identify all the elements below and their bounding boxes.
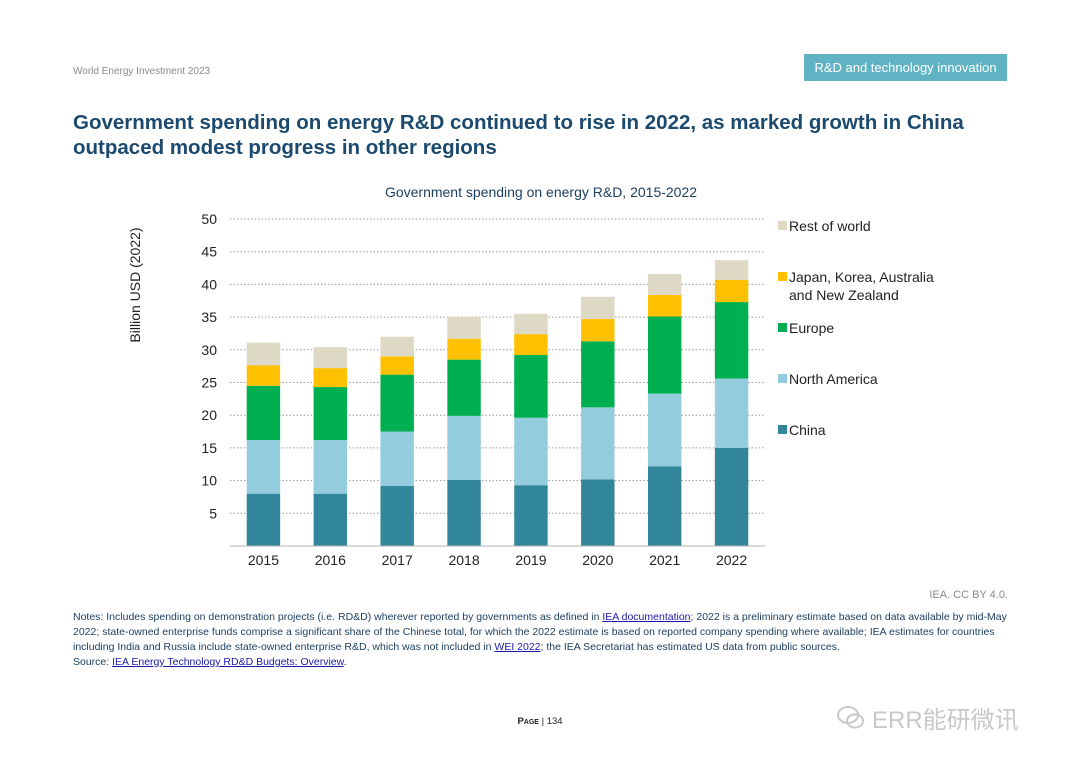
source-link[interactable]: IEA Energy Technology RD&D Budgets: Over… bbox=[112, 656, 344, 668]
bar-segment-japan-korea-australia-and-new-zealand bbox=[581, 319, 615, 342]
bars bbox=[246, 260, 749, 546]
bar-segment-north-america bbox=[514, 417, 548, 486]
legend-label: Rest of world bbox=[789, 218, 871, 234]
y-tick-label: 30 bbox=[201, 342, 217, 358]
x-tick-label: 2018 bbox=[448, 552, 479, 568]
legend-swatch bbox=[778, 425, 787, 434]
bar-segment-china bbox=[581, 479, 615, 546]
page-number: Page | 134 bbox=[0, 716, 1080, 727]
x-tick-label: 2020 bbox=[582, 552, 613, 568]
notes: Notes: Includes spending on demonstratio… bbox=[73, 610, 1008, 670]
bar-segment-rest-of-world bbox=[514, 313, 548, 335]
legend-swatch bbox=[778, 221, 787, 230]
legend-swatch bbox=[778, 374, 787, 383]
bar-segment-europe bbox=[313, 387, 348, 441]
bar-segment-japan-korea-australia-and-new-zealand bbox=[514, 334, 548, 356]
bar-segment-europe bbox=[246, 385, 281, 441]
bar-segment-europe bbox=[447, 359, 481, 416]
bar-segment-china bbox=[514, 485, 548, 546]
y-tick-label: 40 bbox=[201, 276, 217, 292]
y-tick-label: 15 bbox=[201, 440, 217, 456]
wei-2022-link[interactable]: WEI 2022 bbox=[494, 641, 541, 653]
bar-segment-rest-of-world bbox=[246, 342, 281, 366]
y-tick-label: 35 bbox=[201, 309, 217, 325]
legend-label: Europe bbox=[789, 320, 834, 336]
watermark: ERR能研微讯 bbox=[836, 700, 1019, 735]
y-axis-label: Billion USD (2022) bbox=[127, 227, 143, 342]
y-tick-label: 5 bbox=[209, 505, 217, 521]
y-tick-label: 45 bbox=[201, 244, 217, 260]
bar-segment-china bbox=[380, 485, 414, 546]
bar-segment-china bbox=[447, 479, 481, 546]
report-name: World Energy Investment 2023 bbox=[73, 66, 211, 77]
y-tick-labels: 5 10 15 20 25 30 35 40 45 50 bbox=[201, 211, 217, 521]
legend-swatch bbox=[778, 323, 787, 332]
bar-segment-rest-of-world bbox=[380, 336, 414, 357]
y-tick-label: 10 bbox=[201, 473, 217, 489]
notes-text-1: Notes: Includes spending on demonstratio… bbox=[73, 611, 603, 623]
x-tick-label: 2016 bbox=[315, 552, 346, 568]
bar-segment-rest-of-world bbox=[313, 347, 348, 369]
bar-segment-rest-of-world bbox=[647, 273, 682, 295]
source-prefix: Source: bbox=[73, 656, 113, 668]
bar-segment-north-america bbox=[380, 431, 414, 486]
x-tick-label: 2019 bbox=[515, 552, 546, 568]
bar-segment-japan-korea-australia-and-new-zealand bbox=[246, 365, 281, 386]
page-word: Page bbox=[517, 716, 539, 727]
iea-documentation-link[interactable]: IEA documentation bbox=[602, 611, 691, 623]
bar-segment-rest-of-world bbox=[714, 260, 749, 280]
bar-segment-north-america bbox=[246, 440, 281, 494]
bar-segment-europe bbox=[647, 316, 682, 394]
wechat-icon bbox=[837, 705, 864, 728]
bar-segment-china bbox=[647, 466, 682, 546]
x-tick-labels: 2015 2016 2017 2018 2019 2020 2021 2022 bbox=[248, 552, 747, 568]
page-number-value: | 134 bbox=[541, 716, 563, 727]
page-title: Government spending on energy R&D contin… bbox=[73, 111, 964, 159]
stacked-bar-chart: Government spending on energy R&D, 2015-… bbox=[127, 184, 934, 568]
legend-label: North America bbox=[789, 371, 878, 387]
chart-title: Government spending on energy R&D, 2015-… bbox=[385, 184, 697, 200]
chart-credit: IEA. CC BY 4.0. bbox=[929, 589, 1008, 601]
bar-segment-japan-korea-australia-and-new-zealand bbox=[714, 279, 749, 303]
legend-swatch bbox=[778, 272, 787, 281]
bar-segment-rest-of-world bbox=[447, 317, 481, 339]
bar-segment-china bbox=[714, 447, 749, 546]
bar-segment-north-america bbox=[447, 415, 481, 480]
source-end: . bbox=[343, 656, 347, 668]
bar-segment-europe bbox=[714, 302, 749, 379]
legend: Rest of world Japan, Korea, Australia and … bbox=[778, 218, 934, 438]
bar-segment-north-america bbox=[581, 407, 615, 480]
bar-segment-japan-korea-australia-and-new-zealand bbox=[313, 368, 348, 388]
bar-segment-rest-of-world bbox=[581, 296, 615, 320]
section-tag: R&D and technology innovation bbox=[804, 54, 1007, 81]
y-tick-label: 20 bbox=[201, 407, 217, 423]
bar-segment-japan-korea-australia-and-new-zealand bbox=[380, 356, 414, 375]
notes-text-3: ; the IEA Secretariat has estimated US d… bbox=[540, 641, 840, 653]
bar-segment-europe bbox=[581, 341, 615, 408]
notes-text-2: ; 2022 is a preliminary estimate based o… bbox=[73, 611, 1007, 653]
bar-segment-japan-korea-australia-and-new-zealand bbox=[447, 338, 481, 360]
bar-segment-north-america bbox=[313, 440, 348, 494]
bar-segment-north-america bbox=[647, 393, 682, 467]
x-tick-label: 2017 bbox=[382, 552, 413, 568]
y-tick-label: 25 bbox=[201, 375, 217, 391]
gridlines bbox=[230, 218, 765, 514]
x-tick-label: 2021 bbox=[649, 552, 680, 568]
y-tick-label: 50 bbox=[201, 211, 217, 227]
bar-segment-japan-korea-australia-and-new-zealand bbox=[647, 294, 682, 317]
bar-segment-europe bbox=[514, 355, 548, 418]
x-tick-label: 2015 bbox=[248, 552, 279, 568]
x-tick-label: 2022 bbox=[716, 552, 747, 568]
bar-segment-europe bbox=[380, 374, 414, 432]
legend-label: China bbox=[789, 422, 826, 438]
bar-segment-china bbox=[313, 493, 348, 546]
bar-segment-china bbox=[246, 493, 281, 546]
legend-label: Japan, Korea, Australia and New Zealand bbox=[789, 269, 934, 303]
watermark-text: ERR能研微讯 bbox=[872, 707, 1019, 734]
bar-segment-north-america bbox=[714, 378, 749, 448]
